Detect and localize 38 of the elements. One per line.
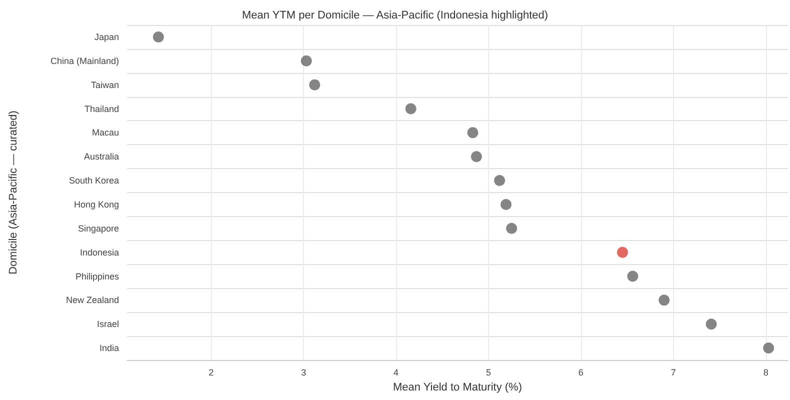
- y-tick-label: Thailand: [84, 104, 119, 114]
- point: [658, 294, 670, 306]
- point: [627, 270, 638, 282]
- y-tick-label: Australia: [84, 152, 119, 162]
- x-tick-label: 5: [486, 368, 491, 378]
- y-axis-title: Domicile (Asia-Pacific — curated): [8, 110, 20, 274]
- x-tick-label: 7: [670, 368, 676, 378]
- y-tick-label: Taiwan: [90, 80, 119, 90]
- x-tick-label: 3: [301, 368, 306, 378]
- y-tick-label: Indonesia: [80, 247, 119, 258]
- point: [506, 222, 518, 234]
- y-tick-label: China (Mainland): [50, 56, 119, 66]
- point: [467, 127, 478, 138]
- point: [617, 246, 628, 258]
- y-tick-label: Japan: [94, 32, 119, 42]
- y-tick-label: Singapore: [78, 223, 119, 234]
- point: [763, 342, 774, 354]
- point: [470, 151, 482, 162]
- y-tick-label: Philippines: [75, 271, 120, 282]
- point: [500, 198, 512, 210]
- x-axis-title: Mean Yield to Maturity (%): [393, 382, 522, 394]
- y-tick-label: Hong Kong: [74, 199, 119, 210]
- point: [152, 31, 164, 42]
- y-tick-label: New Zealand: [66, 295, 119, 306]
- x-tick-label: 4: [394, 368, 399, 378]
- y-tick-label: South Korea: [68, 176, 119, 186]
- x-tick-label: 2: [208, 368, 214, 378]
- point: [309, 79, 320, 90]
- x-tick-label: 6: [578, 368, 584, 378]
- y-tick-label: Macau: [92, 128, 119, 138]
- point: [706, 318, 717, 330]
- chart-title: Mean YTM per Domicile — Asia-Pacific (Indonesia highlighted): [242, 10, 548, 22]
- point: [300, 55, 312, 66]
- point: [494, 175, 506, 186]
- point: [405, 103, 416, 114]
- x-tick-label: 8: [763, 368, 768, 378]
- y-tick-label: Israel: [96, 319, 119, 330]
- y-tick-label: India: [99, 343, 119, 354]
